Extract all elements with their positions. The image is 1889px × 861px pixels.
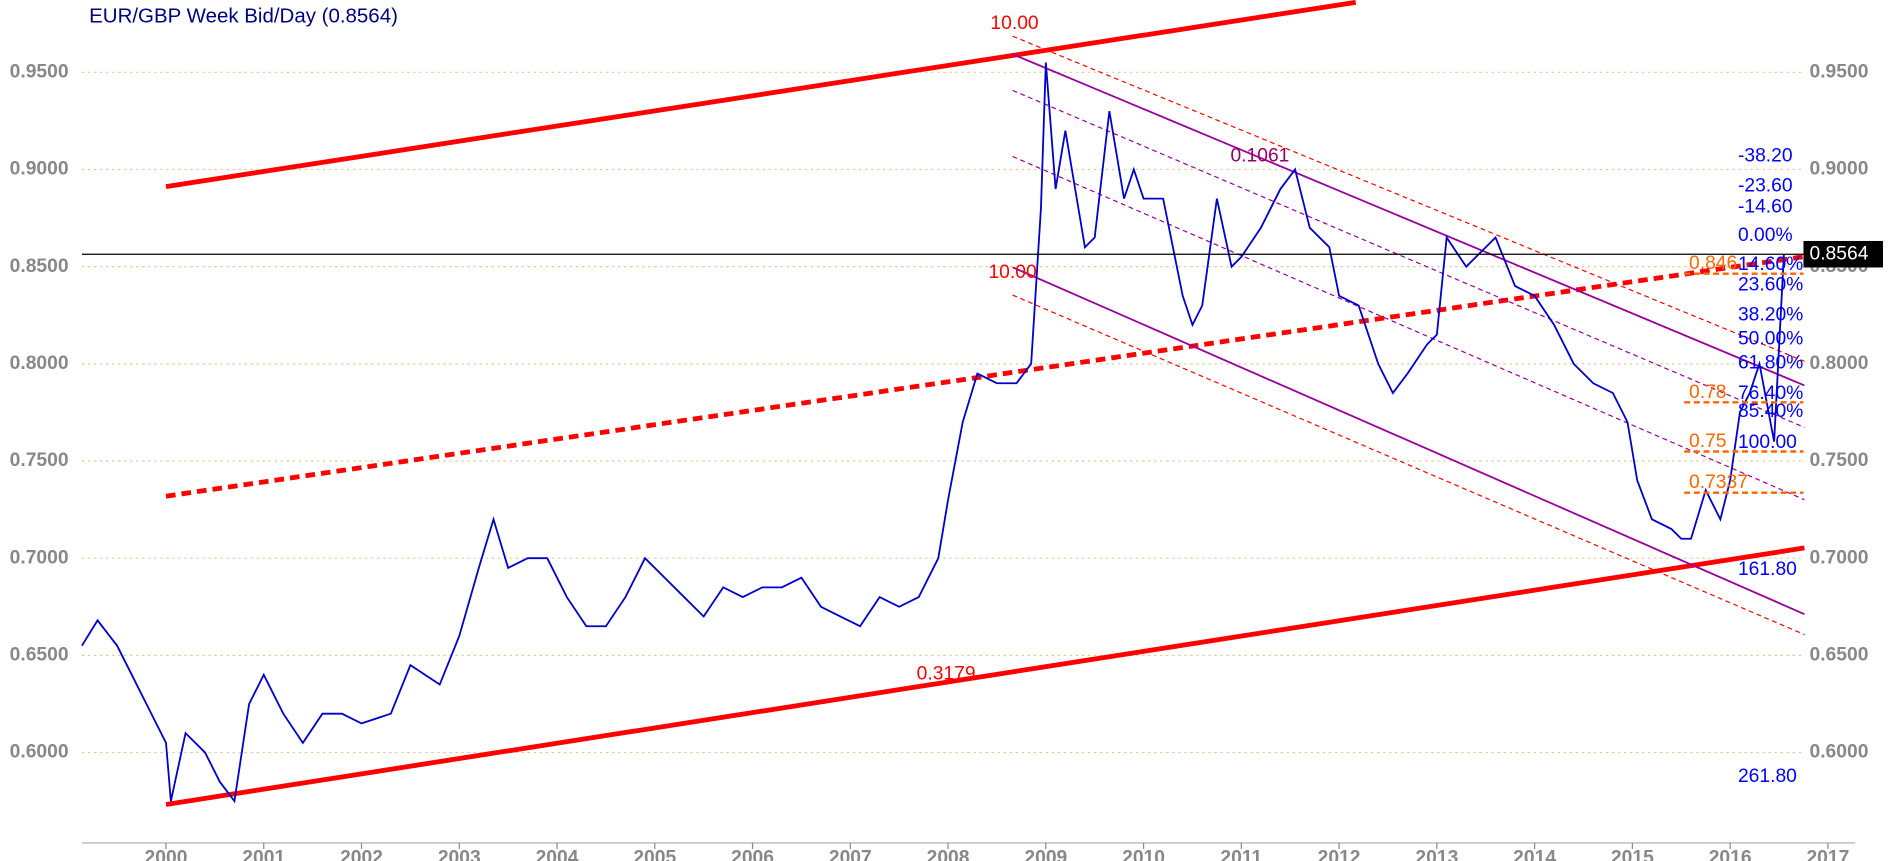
fib-label: 23.60% xyxy=(1738,274,1803,295)
x-tick-label: 2003 xyxy=(438,848,481,861)
y-tick-label: 0.6000 xyxy=(10,742,69,763)
x-tick-label: 2000 xyxy=(145,848,188,861)
x-tick-label: 2010 xyxy=(1122,848,1165,861)
y-tick-label: 0.9500 xyxy=(10,61,69,82)
trend-line xyxy=(1012,294,1805,636)
fib-level-label: 0.75 xyxy=(1689,431,1727,452)
trend-line xyxy=(1012,155,1805,501)
fib-label: 14.60% xyxy=(1738,254,1803,275)
x-tick-label: 2016 xyxy=(1709,848,1752,861)
fib-level-label: 0.7337 xyxy=(1689,472,1748,493)
x-tick-label: 2014 xyxy=(1513,848,1556,861)
y-tick-label-right: 0.6500 xyxy=(1809,644,1868,665)
price-line xyxy=(81,62,1785,804)
x-tick-label: 2002 xyxy=(340,848,383,861)
y-tick-label-right: 0.8000 xyxy=(1809,353,1868,374)
x-tick-label: 2008 xyxy=(927,848,970,861)
x-tick-label: 2007 xyxy=(829,848,872,861)
fib-label: -38.20 xyxy=(1738,146,1793,167)
last-price-label: 0.8564 xyxy=(1809,243,1868,264)
y-tick-label: 0.7500 xyxy=(10,450,69,471)
fib-label: 76.40% xyxy=(1738,383,1803,404)
fib-label: -14.60 xyxy=(1738,196,1793,217)
y-tick-label-right: 0.9500 xyxy=(1809,61,1868,82)
x-tick-label: 2015 xyxy=(1611,848,1654,861)
x-tick-label: 2009 xyxy=(1024,848,1067,861)
y-tick-label-right: 0.9000 xyxy=(1809,159,1868,180)
annotation: 10.00 xyxy=(988,262,1036,283)
y-tick-label-right: 0.7000 xyxy=(1809,547,1868,568)
x-tick-label: 2017 xyxy=(1806,848,1849,861)
y-tick-label-right: 0.7500 xyxy=(1809,450,1868,471)
x-tick-label: 2004 xyxy=(536,848,579,861)
trend-line xyxy=(1012,53,1805,387)
fib-label: 261.80 xyxy=(1738,766,1797,787)
fib-label: 100.00 xyxy=(1738,432,1797,453)
x-tick-label: 2006 xyxy=(731,848,774,861)
last-price-box xyxy=(1803,240,1883,268)
y-tick-label: 0.6500 xyxy=(10,644,69,665)
chart-title: EUR/GBP Week Bid/Day (0.8564) xyxy=(89,4,398,27)
annotation: 10.00 xyxy=(990,13,1038,34)
fib-label: 50.00% xyxy=(1738,329,1803,350)
x-tick-label: 2005 xyxy=(633,848,676,861)
fib-level-label: 0.846 xyxy=(1689,253,1737,274)
fib-label: 161.80 xyxy=(1738,559,1797,580)
trend-line xyxy=(165,254,1805,499)
x-tick-label: 2012 xyxy=(1318,848,1361,861)
trend-line xyxy=(1012,89,1805,428)
y-tick-label-right: 0.6000 xyxy=(1809,742,1868,763)
trend-line xyxy=(165,0,1357,189)
x-tick-label: 2013 xyxy=(1415,848,1458,861)
y-tick-label: 0.8500 xyxy=(10,256,69,277)
fib-level-label: 0.78 xyxy=(1689,382,1727,403)
annotation: 0.3179 xyxy=(917,664,976,685)
fib-label: -23.60 xyxy=(1738,176,1793,197)
x-tick-label: 2001 xyxy=(242,848,285,861)
y-tick-label: 0.7000 xyxy=(10,547,69,568)
fib-label: 85.40% xyxy=(1738,401,1803,422)
trend-line xyxy=(165,545,1805,807)
fib-label: 61.80% xyxy=(1738,353,1803,374)
y-tick-label: 0.8000 xyxy=(10,353,69,374)
trend-line xyxy=(1012,266,1805,616)
fib-label: 0.00% xyxy=(1738,225,1793,246)
y-tick-label: 0.9000 xyxy=(10,159,69,180)
x-tick-label: 2011 xyxy=(1220,848,1262,861)
fib-label: 38.20% xyxy=(1738,304,1803,325)
annotation: 0.1061 xyxy=(1230,146,1289,167)
